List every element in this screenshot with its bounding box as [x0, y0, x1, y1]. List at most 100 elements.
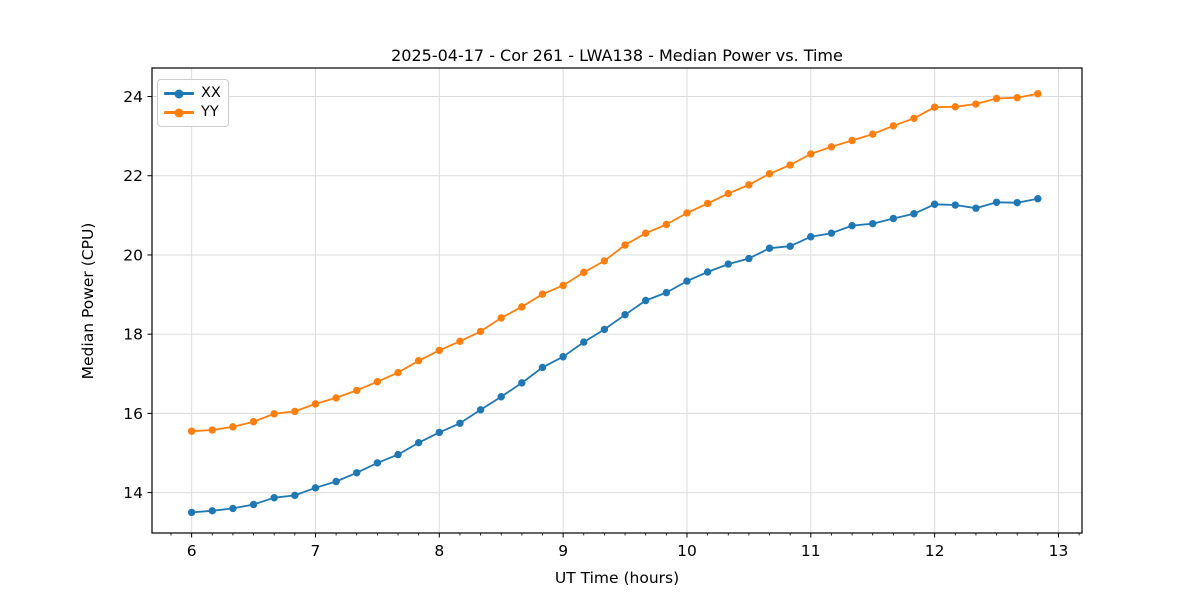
data-point-xx	[827, 229, 836, 237]
legend-line-marker-yy	[164, 108, 194, 117]
data-point-yy	[311, 400, 320, 408]
data-point-xx	[187, 508, 196, 517]
data-point-xx	[745, 254, 753, 263]
data-point-xx	[786, 242, 794, 250]
data-point-xx	[992, 198, 1001, 206]
data-point-yy	[703, 199, 712, 208]
x-tick-label: 9	[558, 542, 568, 560]
plot-border	[151, 67, 1083, 534]
data-point-yy	[951, 103, 959, 111]
data-point-xx	[848, 221, 856, 230]
legend: XX YY	[157, 79, 229, 127]
data-point-yy	[1013, 94, 1021, 102]
data-point-xx	[373, 459, 382, 467]
data-point-xx	[951, 201, 959, 209]
y-tick-label: 22	[123, 167, 143, 185]
data-point-xx	[703, 268, 712, 276]
data-point-yy	[187, 427, 196, 435]
data-point-xx	[662, 288, 671, 297]
data-point-yy	[332, 394, 340, 402]
data-point-xx	[869, 219, 877, 228]
data-point-yy	[621, 241, 629, 249]
data-point-xx	[208, 507, 216, 515]
data-point-yy	[724, 189, 732, 198]
data-point-yy	[249, 418, 258, 426]
x-tick-label: 13	[1049, 542, 1069, 560]
data-point-xx	[229, 504, 237, 513]
y-tick-label: 14	[123, 484, 143, 502]
y-tick-label: 18	[123, 326, 143, 344]
legend-line-marker-xx	[164, 89, 194, 98]
data-point-xx	[353, 469, 361, 477]
data-point-yy	[270, 410, 278, 418]
y-tick-label: 16	[123, 405, 143, 423]
data-point-yy	[889, 122, 898, 130]
data-point-yy	[786, 161, 794, 169]
x-tick-label: 12	[925, 542, 945, 560]
data-point-yy	[972, 100, 980, 108]
data-point-xx	[497, 393, 505, 401]
legend-item-xx: XX	[164, 84, 222, 103]
x-tick-label: 7	[311, 542, 321, 560]
data-point-xx	[1034, 195, 1042, 203]
data-point-yy	[910, 114, 918, 123]
data-point-yy	[518, 303, 526, 311]
chart-title: 2025-04-17 - Cor 261 - LWA138 - Median P…	[391, 46, 843, 65]
legend-label-yy: YY	[201, 104, 219, 120]
data-point-yy	[497, 314, 505, 322]
y-axis-label: Median Power (CPU)	[79, 222, 97, 380]
data-point-yy	[848, 136, 856, 145]
data-point-yy	[765, 170, 774, 178]
y-tick-label: 20	[123, 246, 143, 264]
data-point-yy	[291, 407, 299, 416]
data-point-xx	[414, 438, 423, 447]
data-point-yy	[1034, 90, 1042, 98]
data-point-xx	[476, 406, 485, 414]
data-point-yy	[394, 368, 402, 377]
data-point-yy	[745, 181, 753, 189]
data-point-xx	[538, 363, 547, 372]
data-point-yy	[930, 103, 939, 111]
data-point-xx	[807, 233, 815, 241]
legend-label-xx: XX	[201, 85, 221, 101]
data-point-xx	[580, 338, 588, 346]
data-point-xx	[270, 494, 278, 502]
data-point-xx	[435, 428, 443, 437]
x-axis-label: UT Time (hours)	[554, 569, 680, 587]
data-point-yy	[869, 130, 877, 138]
x-tick-label: 6	[187, 542, 197, 560]
data-point-xx	[641, 296, 650, 305]
data-point-yy	[476, 327, 485, 336]
data-point-yy	[807, 150, 815, 158]
data-point-yy	[683, 209, 691, 217]
data-point-xx	[910, 210, 918, 218]
data-point-yy	[456, 337, 464, 345]
data-point-xx	[621, 311, 629, 319]
data-point-yy	[373, 377, 382, 386]
data-point-yy	[229, 423, 237, 431]
plot-background	[152, 68, 1082, 533]
data-point-xx	[930, 200, 939, 208]
data-point-yy	[580, 268, 588, 277]
data-point-xx	[765, 244, 774, 252]
data-point-yy	[208, 426, 216, 434]
data-point-yy	[559, 281, 567, 290]
data-point-xx	[332, 477, 340, 486]
data-point-yy	[600, 257, 609, 265]
data-point-xx	[600, 325, 609, 334]
data-point-yy	[641, 229, 650, 237]
data-point-yy	[992, 94, 1001, 103]
data-point-xx	[456, 419, 464, 427]
data-point-yy	[435, 346, 443, 355]
data-point-yy	[353, 386, 361, 395]
data-point-xx	[311, 484, 320, 492]
legend-item-yy: YY	[164, 103, 222, 122]
x-tick-label: 8	[434, 542, 444, 560]
data-point-xx	[683, 277, 691, 285]
data-point-xx	[518, 379, 526, 387]
data-point-xx	[559, 353, 567, 361]
data-point-xx	[394, 450, 402, 459]
data-point-xx	[889, 214, 898, 223]
data-point-xx	[972, 204, 980, 212]
